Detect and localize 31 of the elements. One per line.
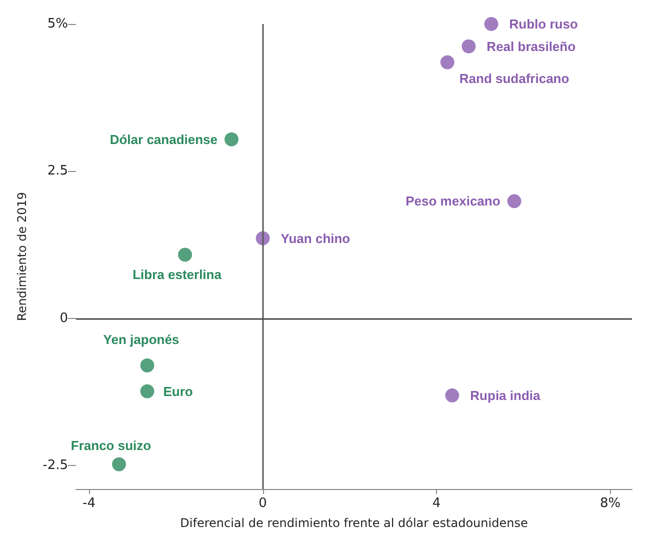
- annotation: Dólar canadiense: [110, 132, 218, 147]
- annotation: Franco suizo: [70, 438, 152, 453]
- annotation: Libra esterlina: [132, 267, 222, 282]
- point: [224, 132, 239, 146]
- y-tick-label: 0: [60, 310, 68, 326]
- annotation: Yuan chino: [280, 230, 350, 246]
- annotation: Euro: [163, 384, 193, 399]
- annotation: Yen japonés: [103, 332, 180, 347]
- x-tick-label: 4: [432, 496, 441, 511]
- annotation: Real brasileño: [486, 38, 576, 54]
- y-tick-label: -2.5: [42, 458, 68, 473]
- point: [484, 17, 498, 31]
- x-axis-title: Diferencial de rendimiento frente al dólar estadounidense: [180, 516, 528, 530]
- point: [440, 55, 454, 70]
- point: [140, 384, 154, 398]
- annotation: Rublo ruso: [509, 16, 578, 32]
- x-tick-label: -4: [82, 496, 96, 511]
- annotation: Peso mexicano: [406, 194, 500, 209]
- point: [445, 388, 460, 402]
- point: [507, 194, 522, 208]
- x-tick-label: 8%: [600, 496, 621, 511]
- y-tick-label: 2.5: [47, 164, 68, 179]
- y-tick-label: 5%: [47, 16, 68, 32]
- annotation: Rupia india: [470, 388, 541, 403]
- point: [462, 39, 476, 54]
- y-axis-title: Rendimiento de 2019: [15, 192, 29, 321]
- annotation: Rand sudafricano: [459, 70, 570, 86]
- point: [112, 457, 126, 472]
- point: [140, 358, 154, 372]
- point: [178, 248, 192, 262]
- x-tick-label: 0: [258, 496, 267, 511]
